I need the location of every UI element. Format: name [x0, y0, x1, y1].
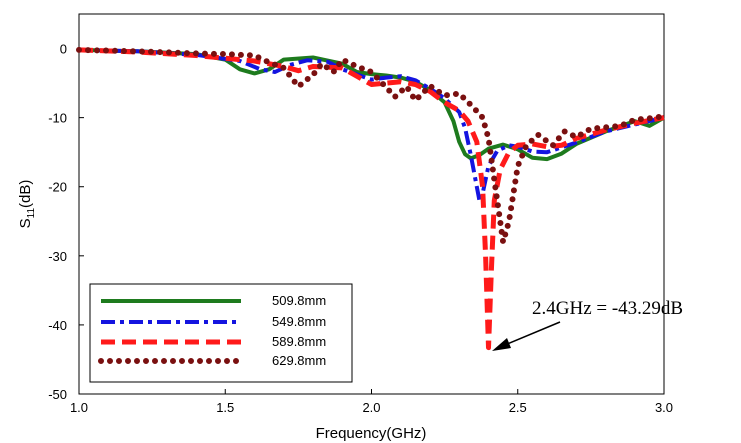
- annotation-arrowhead: [492, 338, 511, 351]
- x-tick-label: 1.5: [216, 400, 234, 415]
- y-axis-title-unit: (dB): [17, 180, 34, 208]
- legend-label-629-8mm: 629.8mm: [272, 353, 326, 368]
- x-tick-label: 2.5: [509, 400, 527, 415]
- y-tick-label: -10: [48, 111, 67, 126]
- x-axis-ticks: 1.0 1.5 2.0 2.5 3.0: [70, 389, 673, 415]
- x-axis-title: Frequency(GHz): [316, 425, 427, 442]
- legend-label-549-8mm: 549.8mm: [272, 314, 326, 329]
- x-tick-label: 2.0: [362, 400, 380, 415]
- series-line-629-8mm: [76, 46, 667, 245]
- y-axis-title: S11(dB): [17, 180, 37, 229]
- series-line-509-8mm: [78, 47, 665, 162]
- y-tick-label: -50: [48, 387, 67, 402]
- y-tick-label: -40: [48, 318, 67, 333]
- legend-label-589-8mm: 589.8mm: [272, 334, 326, 349]
- y-tick-label: -30: [48, 249, 67, 264]
- y-axis-ticks: 0 -10 -20 -30 -40 -50: [48, 42, 84, 402]
- legend: 509.8mm 549.8mm 589.8mm 629.8mm: [89, 283, 353, 383]
- legend-label-509-8mm: 509.8mm: [272, 293, 326, 308]
- series-layer: [76, 46, 667, 351]
- x-tick-label: 1.0: [70, 400, 88, 415]
- x-tick-label: 3.0: [655, 400, 673, 415]
- series-line-549-8mm: [78, 47, 665, 204]
- annotation: 2.4GHz = -43.29dB: [492, 298, 683, 351]
- annotation-text: 2.4GHz = -43.29dB: [532, 298, 683, 319]
- y-tick-label: -20: [48, 180, 67, 195]
- y-tick-label: 0: [60, 42, 67, 57]
- series-line-589-8mm: [78, 47, 665, 351]
- y-axis-title-main: S: [17, 218, 34, 228]
- annotation-arrow-line: [504, 321, 561, 346]
- y-axis-title-subscript: 11: [26, 208, 37, 219]
